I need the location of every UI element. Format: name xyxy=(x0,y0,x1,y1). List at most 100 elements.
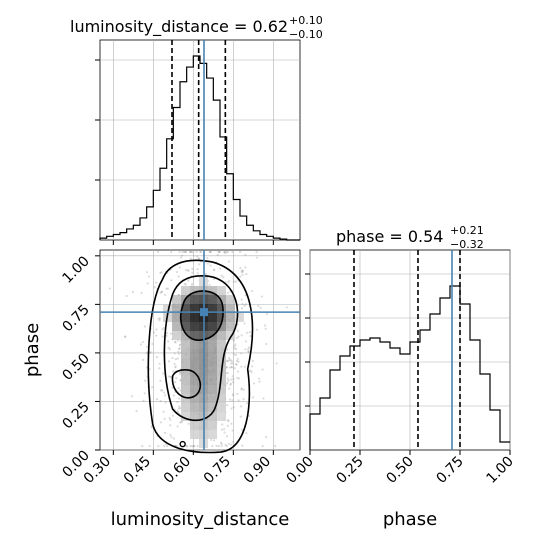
contour-mid xyxy=(163,275,239,422)
density-cell xyxy=(190,349,199,358)
scatter-point xyxy=(231,250,234,254)
histogram-luminosity-distance xyxy=(99,40,300,241)
scatter-point xyxy=(180,256,183,259)
scatter-point xyxy=(217,250,220,254)
scatter-point xyxy=(228,290,232,293)
density-cell xyxy=(235,313,244,322)
scatter-point xyxy=(262,397,265,400)
scatter-point xyxy=(236,329,240,333)
scatter-point xyxy=(176,425,179,428)
scatter-point xyxy=(147,275,151,278)
density-cell xyxy=(181,340,190,349)
density-cell xyxy=(217,376,226,385)
scatter-point xyxy=(215,444,218,448)
scatter-point xyxy=(176,270,179,274)
scatter-point xyxy=(218,267,222,270)
scatter-point xyxy=(167,360,171,363)
scatter-point xyxy=(206,256,209,260)
scatter-point xyxy=(220,445,223,448)
scatter-point xyxy=(234,343,237,346)
scatter-point xyxy=(240,388,243,391)
density-cell xyxy=(181,385,190,394)
scatter-point xyxy=(161,328,164,331)
scatter-point xyxy=(251,359,255,362)
scatter-point xyxy=(192,445,195,448)
density-cell xyxy=(217,412,226,421)
density-cell xyxy=(226,331,235,340)
scatter-point xyxy=(163,445,166,448)
scatter-point xyxy=(241,307,244,310)
density-cell xyxy=(172,304,181,313)
scatter-point xyxy=(237,360,240,363)
grid-top-left xyxy=(100,40,300,240)
scatter-point xyxy=(186,445,189,448)
scatter-point xyxy=(174,341,177,344)
scatter-point xyxy=(234,280,237,283)
scatter-point xyxy=(265,312,269,316)
density-cell xyxy=(217,340,226,349)
scatter-point xyxy=(161,335,164,338)
scatter-point xyxy=(247,348,250,351)
scatter-point xyxy=(191,267,194,270)
density-cell xyxy=(217,313,226,322)
scatter-point xyxy=(249,335,252,338)
scatter-point xyxy=(226,382,229,385)
density-cell xyxy=(190,385,199,394)
scatter-point xyxy=(274,445,277,448)
scatter-point xyxy=(170,250,173,254)
scatter-point xyxy=(225,359,228,362)
scatter-point xyxy=(185,268,188,272)
scatter-point xyxy=(156,250,160,254)
density-cell xyxy=(226,304,235,313)
density-cell xyxy=(208,394,217,403)
scatter-point xyxy=(179,421,182,424)
scatter-point xyxy=(244,253,247,256)
scatter-point xyxy=(250,371,253,374)
scatter-point xyxy=(212,277,215,281)
scatter-point xyxy=(200,250,203,254)
scatter-point xyxy=(211,445,214,448)
scatter-point xyxy=(162,326,166,330)
scatter-point xyxy=(231,375,234,378)
scatter-point xyxy=(130,395,134,398)
scatter-point xyxy=(258,377,261,380)
density-cell xyxy=(217,358,226,367)
scatter-point xyxy=(154,281,158,284)
scatter-point xyxy=(141,445,144,448)
scatter-point xyxy=(175,445,179,448)
scatter-point xyxy=(158,317,162,320)
scatter-point xyxy=(174,381,177,384)
scatter-point xyxy=(228,398,232,401)
density-cell xyxy=(208,376,217,385)
scatter-point xyxy=(196,445,199,448)
scatter-point xyxy=(227,279,231,283)
scatter-point xyxy=(229,359,232,362)
scatter-point xyxy=(208,250,212,254)
scatter-point xyxy=(163,417,166,420)
scatter-point xyxy=(223,250,226,254)
scatter-point xyxy=(168,348,171,351)
scatter-point xyxy=(210,438,213,442)
scatter-point xyxy=(178,347,181,350)
density-cell xyxy=(208,385,217,394)
scatter-point xyxy=(149,351,152,354)
scatter-point xyxy=(220,428,223,431)
scatter-point xyxy=(176,400,179,404)
scatter-point xyxy=(165,334,168,337)
scatter-point xyxy=(178,397,181,400)
scatter-point xyxy=(148,444,151,448)
scatter-point xyxy=(218,250,221,254)
scatter-point xyxy=(229,382,233,385)
ytick-label-bl-1: 0.25 xyxy=(59,399,92,432)
scatter-point xyxy=(177,387,180,390)
scatter-point xyxy=(243,365,246,368)
scatter-point xyxy=(242,398,245,401)
density-cell xyxy=(181,331,190,340)
ytick-label-bl-3: 0.75 xyxy=(59,302,92,335)
scatter-point xyxy=(171,414,174,417)
density-cell xyxy=(181,367,190,376)
scatter-point xyxy=(226,250,230,254)
scatter-point xyxy=(160,290,163,293)
ylabel-phase: phase xyxy=(22,323,43,377)
scatter-point xyxy=(208,250,211,254)
